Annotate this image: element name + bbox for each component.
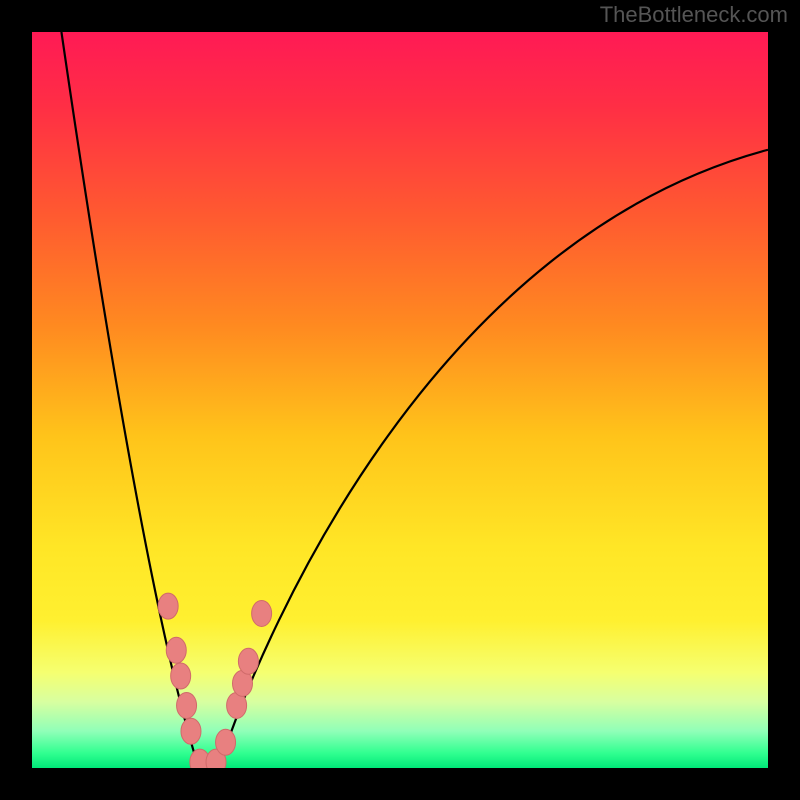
curve-marker [216,729,236,755]
curve-marker [238,648,258,674]
curve-marker [158,593,178,619]
curve-marker [166,637,186,663]
bottleneck-curve-chart [32,32,768,768]
plot-area [32,32,768,768]
heat-gradient-background [32,32,768,768]
curve-marker [252,600,272,626]
image-root: TheBottleneck.com [0,0,800,800]
curve-marker [171,663,191,689]
curve-marker [181,718,201,744]
watermark-text: TheBottleneck.com [600,2,788,28]
curve-marker [177,692,197,718]
